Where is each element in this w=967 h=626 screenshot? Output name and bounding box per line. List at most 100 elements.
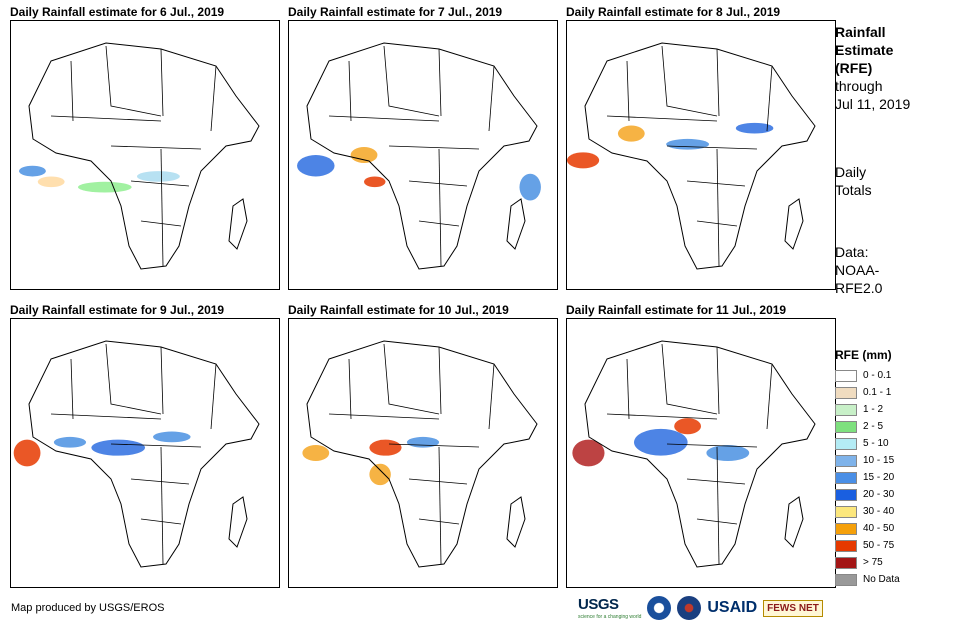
country-border xyxy=(328,413,440,420)
country-border xyxy=(696,518,738,525)
state-dept-seal-icon xyxy=(677,596,702,620)
country-border xyxy=(716,446,720,565)
map-panel-9-jul: Daily Rainfall estimate for 9 Jul., 2019 xyxy=(10,303,280,588)
panel-title: Daily Rainfall estimate for 7 Jul., 2019 xyxy=(288,5,503,19)
country-border xyxy=(328,115,440,122)
country-border xyxy=(160,148,164,267)
rainfall-patch xyxy=(617,125,645,142)
rainfall-patch xyxy=(37,176,65,188)
legend-swatch xyxy=(835,573,857,586)
rainfall-patch xyxy=(634,428,688,456)
country-border xyxy=(418,518,460,525)
country-border xyxy=(716,148,720,267)
country-border xyxy=(130,180,190,187)
legend-label: 0 - 0.1 xyxy=(863,370,892,381)
product-title-line: Estimate xyxy=(835,42,894,58)
rainfall-patch xyxy=(302,444,330,462)
country-border xyxy=(766,65,773,132)
logo-strip: USGS science for a changing world USAID … xyxy=(578,595,823,621)
legend-label: > 75 xyxy=(863,557,883,568)
totals-line: Daily xyxy=(835,164,867,180)
country-border xyxy=(105,45,162,117)
panel-title: Daily Rainfall estimate for 6 Jul., 2019 xyxy=(10,5,225,19)
legend-label: 30 - 40 xyxy=(863,506,895,517)
rainfall-patch xyxy=(572,439,605,467)
country-border xyxy=(686,478,746,485)
coastline xyxy=(784,198,804,250)
country-border xyxy=(438,346,442,415)
country-border xyxy=(130,478,190,485)
through-date: Jul 11, 2019 xyxy=(835,96,911,112)
product-title-line: (RFE) xyxy=(835,60,873,76)
country-border xyxy=(716,346,720,415)
legend-swatch xyxy=(835,386,857,399)
africa-rainfall-map xyxy=(10,20,280,290)
product-title-line: Rainfall xyxy=(835,24,886,40)
data-source: Data: NOAA- RFE2.0 xyxy=(835,243,882,297)
totals-description: Daily Totals xyxy=(835,163,872,199)
rainfall-patch xyxy=(666,138,710,150)
country-border xyxy=(210,65,217,132)
data-source-line: NOAA- xyxy=(835,262,880,278)
map-panel-7-jul: Daily Rainfall estimate for 7 Jul., 2019 xyxy=(288,5,558,290)
legend-item: 2 - 5 xyxy=(835,418,900,435)
rainfall-patch xyxy=(53,436,87,448)
usgs-logo-text: USGS xyxy=(578,596,619,613)
legend-item: 5 - 10 xyxy=(835,435,900,452)
country-border xyxy=(626,358,630,420)
legend-swatch xyxy=(835,369,857,382)
legend-swatch xyxy=(835,539,857,552)
coastline xyxy=(506,496,526,548)
legend-title: RFE (mm) xyxy=(835,348,892,362)
rainfall-patch xyxy=(78,181,132,193)
coastline xyxy=(28,340,260,568)
country-border xyxy=(110,443,202,448)
country-border xyxy=(488,65,495,132)
country-border xyxy=(160,446,164,565)
legend-label: 1 - 2 xyxy=(863,404,884,415)
rainfall-patch xyxy=(406,436,440,448)
map-panel-11-jul: Daily Rainfall estimate for 11 Jul., 201… xyxy=(566,303,836,588)
map-panel-6-jul: Daily Rainfall estimate for 6 Jul., 2019 xyxy=(10,5,280,290)
coastline xyxy=(306,340,538,568)
africa-rainfall-map xyxy=(288,318,558,588)
totals-line: Totals xyxy=(835,182,872,198)
panel-title: Daily Rainfall estimate for 10 Jul., 201… xyxy=(288,303,509,317)
rainfall-patch xyxy=(706,444,750,462)
map-panel-8-jul: Daily Rainfall estimate for 8 Jul., 2019 xyxy=(566,5,836,290)
country-border xyxy=(348,358,352,420)
country-border xyxy=(661,45,718,117)
legend-swatch xyxy=(835,505,857,518)
country-border xyxy=(666,145,758,150)
legend-swatch xyxy=(835,471,857,484)
coastline xyxy=(784,496,804,548)
coastline xyxy=(28,42,260,270)
coastline xyxy=(506,198,526,250)
country-border xyxy=(686,180,746,187)
noaa-seal-icon xyxy=(647,596,672,620)
usaid-logo: USAID xyxy=(707,599,758,616)
africa-rainfall-map xyxy=(288,20,558,290)
legend-swatch xyxy=(835,454,857,467)
data-source-line: RFE2.0 xyxy=(835,280,883,296)
legend-label: 2 - 5 xyxy=(863,421,884,432)
legend-label: 0.1 - 1 xyxy=(863,387,892,398)
country-border xyxy=(661,343,718,415)
country-border xyxy=(383,343,440,415)
legend-item: 30 - 40 xyxy=(835,503,900,520)
coastline xyxy=(584,42,816,270)
panel-title: Daily Rainfall estimate for 11 Jul., 201… xyxy=(566,303,787,317)
legend-label: No Data xyxy=(863,574,900,585)
panel-title: Daily Rainfall estimate for 8 Jul., 2019 xyxy=(566,5,781,19)
country-border xyxy=(160,48,164,117)
legend-label: 20 - 30 xyxy=(863,489,895,500)
map-credit: Map produced by USGS/EROS xyxy=(11,602,165,614)
panel-title: Daily Rainfall estimate for 9 Jul., 2019 xyxy=(10,303,225,317)
fews-net-logo: FEWS NET xyxy=(763,599,823,617)
country-border xyxy=(160,346,164,415)
africa-rainfall-map xyxy=(10,318,280,588)
country-border xyxy=(105,343,162,415)
country-border xyxy=(418,220,460,227)
legend-item: 0 - 0.1 xyxy=(835,367,900,384)
country-border xyxy=(50,413,162,420)
